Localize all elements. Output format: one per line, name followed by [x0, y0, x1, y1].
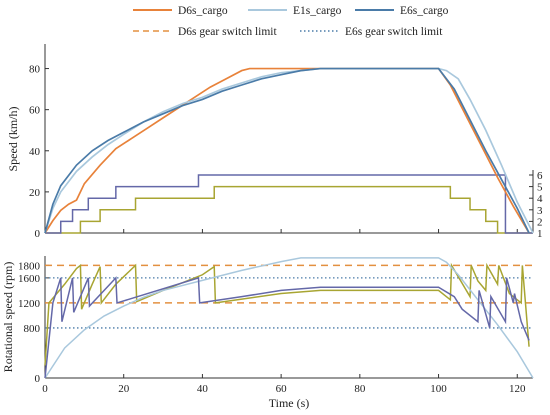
legend-label-e6s: E6s_cargo: [400, 5, 449, 17]
speed-y-label: Speed (km/h): [6, 107, 20, 172]
gear-switch-limits: [45, 264, 533, 329]
gear-y2-tick-label: 4: [537, 193, 543, 205]
rpm-line-d6s: [44, 262, 530, 366]
rpm-line-e1s: [44, 257, 534, 379]
rpm-series: [44, 257, 534, 379]
gear-line-d6s: [45, 185, 533, 234]
speed-y-tick-label: 60: [29, 105, 41, 117]
gear-y2-tick-label: 6: [537, 170, 543, 182]
speed-series: [44, 67, 534, 234]
speed-line-d6s: [44, 67, 530, 234]
legend: D6s_cargo E1s_cargo E6s_cargo D6s gear s…: [133, 5, 449, 38]
gear-y2-tick-label: 1: [537, 228, 543, 240]
speed-line-e6s: [44, 67, 530, 234]
speed-x-ticks: [44, 229, 518, 233]
rpm-x-tick-label: 0: [42, 383, 48, 395]
speed-y-ticks: 0 20 40 60 80: [29, 64, 49, 240]
gear-y2-tick-label: 5: [537, 182, 543, 194]
rpm-x-tick-label: 60: [276, 383, 288, 395]
gear-line-e6s: [45, 174, 533, 234]
rpm-x-tick-label: 40: [197, 383, 209, 395]
legend-label-d6s: D6s_cargo: [178, 5, 228, 17]
rpm-x-tick-label: 20: [118, 383, 130, 395]
speed-y-tick-label: 80: [29, 64, 41, 76]
rpm-y-tick-label: 0: [35, 373, 41, 385]
legend-label-d6s-limit: D6s gear switch limit: [178, 26, 277, 38]
speed-y-tick-label: 40: [29, 146, 41, 158]
time-x-label: Time (s): [269, 396, 310, 410]
speed-y-tick-label: 0: [35, 228, 41, 240]
speed-line-e1s: [44, 67, 534, 234]
legend-label-e6s-limit: E6s gear switch limit: [345, 26, 443, 38]
speed-y-tick-label: 20: [29, 187, 41, 199]
rpm-y-tick-label: 1800: [18, 260, 41, 272]
gear-y2-tick-label: 2: [537, 216, 543, 228]
rpm-x-tick-label: 120: [509, 383, 526, 395]
legend-label-e1s: E1s_cargo: [293, 5, 342, 17]
rpm-y-tick-label: 1200: [18, 298, 41, 310]
rpm-x-tick-label: 100: [430, 383, 447, 395]
rpm-x-ticks: 0 20 40 60 80 100 120: [42, 374, 526, 395]
rpm-y-label: Rotational speed (rpm): [1, 262, 15, 373]
gear-y2-tick-label: 3: [537, 205, 543, 217]
rpm-line-e6s: [44, 276, 530, 379]
rpm-y-tick-label: 800: [24, 323, 41, 335]
gear-lines: [45, 174, 533, 234]
rpm-y-tick-label: 1600: [18, 273, 41, 285]
rpm-x-tick-label: 80: [354, 383, 366, 395]
